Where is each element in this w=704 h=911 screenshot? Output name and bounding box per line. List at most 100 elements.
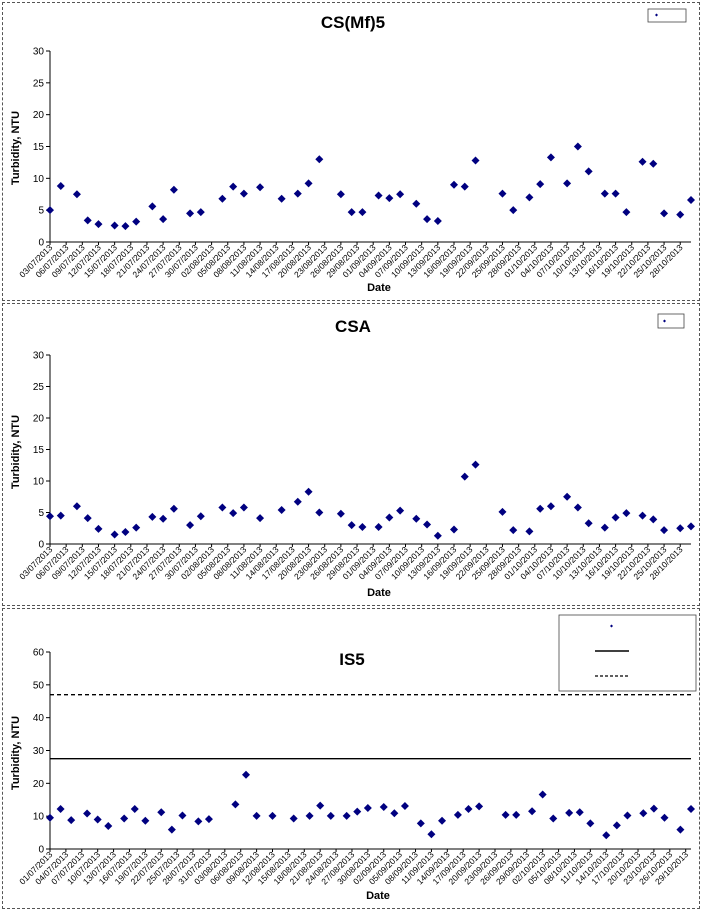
data-point [649, 515, 658, 524]
data-point [639, 809, 648, 818]
chart-csa-svg: CSA 05101520253003/07/201306/07/201309/0… [10, 313, 695, 599]
data-point [649, 804, 658, 813]
data-point [498, 189, 507, 198]
data-point [660, 813, 669, 822]
data-point [549, 814, 558, 823]
data-point [565, 808, 574, 817]
x-axis-label: Date [366, 890, 390, 902]
data-point [46, 512, 54, 521]
data-point [449, 525, 458, 534]
data-point [512, 810, 521, 819]
data-point [611, 189, 620, 198]
data-point [110, 530, 119, 539]
data-point [169, 185, 178, 194]
data-point [423, 215, 432, 224]
data-point [385, 513, 394, 522]
legend-marker [663, 319, 666, 323]
data-point [509, 526, 518, 535]
x-axis-label: Date [367, 587, 391, 599]
y-tick-label: 30 [33, 47, 45, 58]
data-point [687, 195, 695, 204]
data-point [427, 830, 436, 839]
data-point [336, 190, 345, 199]
data-point [93, 815, 102, 824]
y-tick-label: 60 [33, 648, 45, 659]
data-point [464, 804, 473, 813]
data-point [121, 222, 130, 231]
data-point [229, 509, 238, 518]
data-point [186, 209, 195, 218]
data-point [687, 522, 695, 531]
data-point [315, 155, 324, 164]
data-point [56, 804, 65, 813]
data-point [347, 208, 356, 217]
data-point [231, 800, 240, 809]
data-point [277, 505, 286, 514]
data-point [536, 504, 545, 513]
data-point [460, 472, 469, 481]
data-point [575, 808, 584, 817]
data-point [538, 790, 547, 799]
data-point [396, 506, 405, 515]
data-point [501, 810, 510, 819]
data-point [316, 801, 325, 810]
data-point [660, 209, 669, 218]
data-point [268, 811, 277, 820]
data-point [563, 179, 572, 188]
y-tick-label: 15 [33, 445, 45, 456]
data-point [509, 206, 518, 215]
data-point [167, 825, 176, 834]
data-point [528, 807, 537, 816]
y-tick-label: 20 [33, 779, 45, 790]
data-point [374, 522, 383, 531]
data-point [120, 814, 129, 823]
data-point [347, 521, 356, 530]
chart-csmf5-svg: CS(Mf)5 05101520253003/07/201306/07/2013… [10, 8, 695, 294]
data-point [676, 825, 685, 834]
legend-box [558, 614, 697, 692]
y-tick-label: 15 [33, 142, 45, 153]
data-point [525, 193, 534, 202]
chart-is5-svg: IS5 010203040506001/07/201304/07/201307/… [10, 614, 697, 902]
data-point [602, 831, 611, 840]
data-point [412, 199, 421, 208]
data-point [72, 190, 81, 199]
y-tick-label: 20 [33, 414, 45, 425]
data-point [169, 504, 178, 513]
legend-box [657, 313, 685, 329]
y-axis-label: Turbidity, NTU [10, 716, 22, 790]
y-tick-label: 10 [33, 477, 45, 488]
data-point [498, 507, 507, 516]
data-point [600, 523, 609, 532]
y-tick-label: 20 [33, 110, 45, 121]
data-point [194, 817, 203, 826]
plot-area: 05101520253003/07/201306/07/201309/07/20… [17, 351, 695, 581]
data-point [293, 189, 302, 198]
data-point [56, 511, 65, 520]
data-point [612, 821, 621, 830]
data-point [363, 803, 372, 812]
data-point [546, 153, 555, 162]
data-point [623, 811, 632, 820]
data-point [196, 208, 205, 217]
data-point [218, 194, 227, 203]
data-point [453, 810, 462, 819]
data-point [305, 811, 314, 820]
data-point [110, 221, 119, 230]
y-tick-label: 30 [33, 746, 45, 757]
data-point [525, 527, 534, 536]
data-point [196, 512, 205, 521]
chart-title: IS5 [339, 650, 365, 669]
data-point [121, 528, 130, 537]
y-tick-label: 10 [33, 174, 45, 185]
data-point [622, 509, 631, 518]
data-point [304, 487, 313, 496]
data-point [546, 502, 555, 511]
data-point [130, 804, 139, 813]
data-point [475, 802, 484, 811]
data-point [374, 191, 383, 200]
data-point [471, 460, 480, 469]
chart-title: CS(Mf)5 [321, 13, 385, 32]
data-point [660, 526, 669, 535]
y-tick-label: 5 [38, 206, 44, 217]
